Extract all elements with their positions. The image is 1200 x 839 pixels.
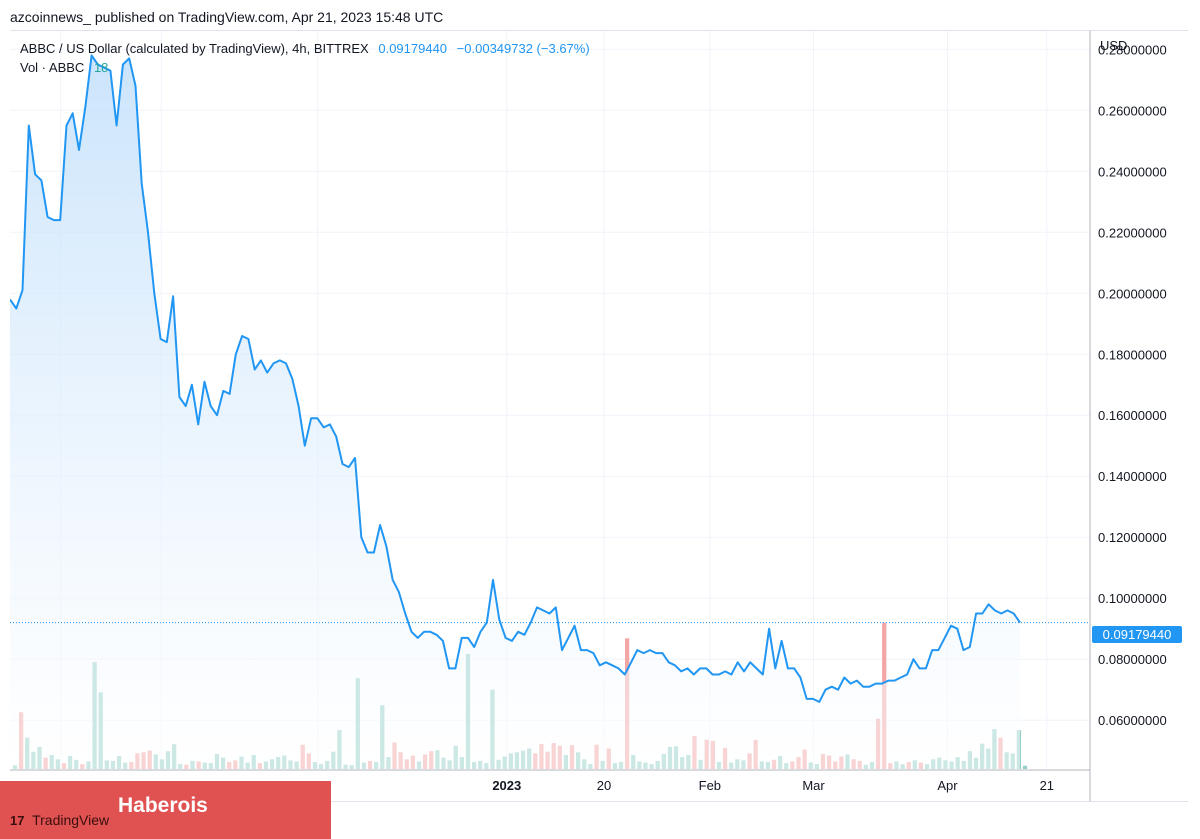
y-tick-label: 0.26000000: [1098, 103, 1167, 118]
volume-bar: [1022, 765, 1028, 769]
y-axis: 0.06000000 0.08000000 0.10000000 0.12000000…: [1089, 31, 1167, 801]
price-line: [10, 54, 1021, 703]
publisher-caption: azcoinnews_ published on TradingView.com…: [10, 9, 444, 25]
chart-frame: 0.06000000 0.08000000 0.10000000 0.12000000…: [10, 30, 1188, 802]
chart-legend: ABBC / US Dollar (calculated by TradingV…: [20, 39, 590, 77]
x-tick-label: Apr: [937, 778, 958, 793]
y-tick-label: 0.16000000: [1098, 408, 1167, 423]
x-tick-label: 21: [1040, 778, 1054, 793]
y-tick-label: 0.08000000: [1098, 652, 1167, 667]
tradingview-logo-icon: 17: [10, 813, 25, 828]
y-tick-label: 0.10000000: [1098, 591, 1167, 606]
price-chart[interactable]: 0.06000000 0.08000000 0.10000000 0.12000000…: [10, 31, 1188, 801]
y-tick-label: 0.28000000: [1098, 42, 1167, 57]
y-tick-label: 0.18000000: [1098, 347, 1167, 362]
y-tick-label: 0.22000000: [1098, 225, 1167, 240]
price-change: −0.00349732 (−3.67%): [456, 41, 590, 56]
volume-label: Vol · ABBC: [20, 60, 85, 75]
y-tick-label: 0.24000000: [1098, 164, 1167, 179]
last-price: 0.09179440: [378, 41, 448, 56]
tradingview-brand: 17 TradingView: [10, 812, 109, 828]
y-tick-label: 0.06000000: [1098, 713, 1167, 728]
price-area-fill: [10, 55, 1020, 769]
price-area: [10, 54, 1090, 769]
x-tick-label: Mar: [802, 778, 825, 793]
y-tick-label: 0.14000000: [1098, 469, 1167, 484]
volume-value: 18: [93, 60, 109, 75]
x-tick-label: Feb: [699, 778, 721, 793]
y-tick-label: 0.20000000: [1098, 286, 1167, 301]
last-price-tag: 0.09179440: [1092, 626, 1182, 643]
x-tick-label: 20: [597, 778, 611, 793]
currency-label: USD: [1100, 38, 1127, 53]
watermark-banner: Haberois 17 TradingView: [0, 781, 331, 839]
x-tick-label: 2023: [492, 778, 521, 793]
y-tick-label: 0.12000000: [1098, 530, 1167, 545]
haberois-watermark: Haberois: [118, 794, 208, 817]
tradingview-name: TradingView: [32, 812, 110, 828]
symbol-description: ABBC / US Dollar (calculated by TradingV…: [20, 41, 369, 56]
